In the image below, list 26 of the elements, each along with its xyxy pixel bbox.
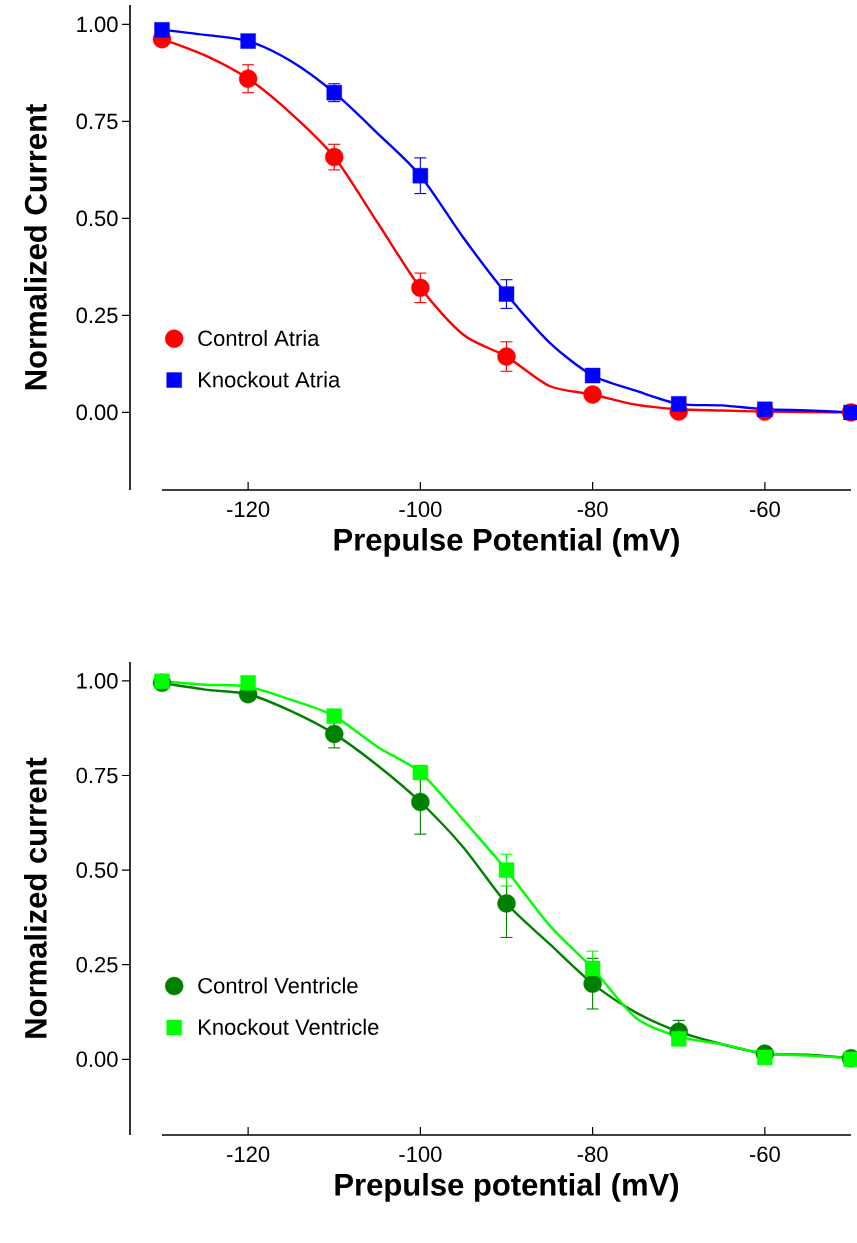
legend-label: Knockout Atria xyxy=(199,371,341,388)
legend-label: Control Atria xyxy=(198,329,320,347)
x-tick-label: -100 xyxy=(399,501,442,518)
y-tick-label: 0.75 xyxy=(76,113,118,130)
x-tick-label: -120 xyxy=(227,501,270,518)
y-axis-title: Normalized Current xyxy=(24,104,47,390)
y-tick-label: 0.50 xyxy=(76,862,118,878)
x-tick-label: -80 xyxy=(577,501,608,518)
y-tick-label: 0.75 xyxy=(76,767,118,784)
x-axis-title: Prepulse Potential (mV) xyxy=(334,527,679,557)
y-tick-label: 0.00 xyxy=(76,404,118,421)
x-tick-label: -80 xyxy=(577,1146,608,1163)
x-tick-label: -60 xyxy=(749,501,780,518)
x-axis-title: Prepulse potential (mV) xyxy=(335,1172,679,1202)
y-axis-title: Normalized current xyxy=(24,757,47,1038)
y-tick-label: 0.50 xyxy=(76,210,118,227)
y-tick-label: 1.00 xyxy=(77,673,118,689)
x-tick-label: -100 xyxy=(399,1146,442,1163)
x-tick-label: -120 xyxy=(227,1146,270,1163)
y-tick-label: 0.25 xyxy=(76,307,118,324)
y-tick-label: 1.00 xyxy=(77,16,118,33)
legend-label: Knockout Ventricle xyxy=(199,1018,379,1035)
y-tick-label: 0.25 xyxy=(76,956,118,973)
legend-label: Control Ventricle xyxy=(198,977,358,994)
y-tick-label: 0.00 xyxy=(76,1051,118,1068)
x-tick-label: -60 xyxy=(749,1146,780,1163)
